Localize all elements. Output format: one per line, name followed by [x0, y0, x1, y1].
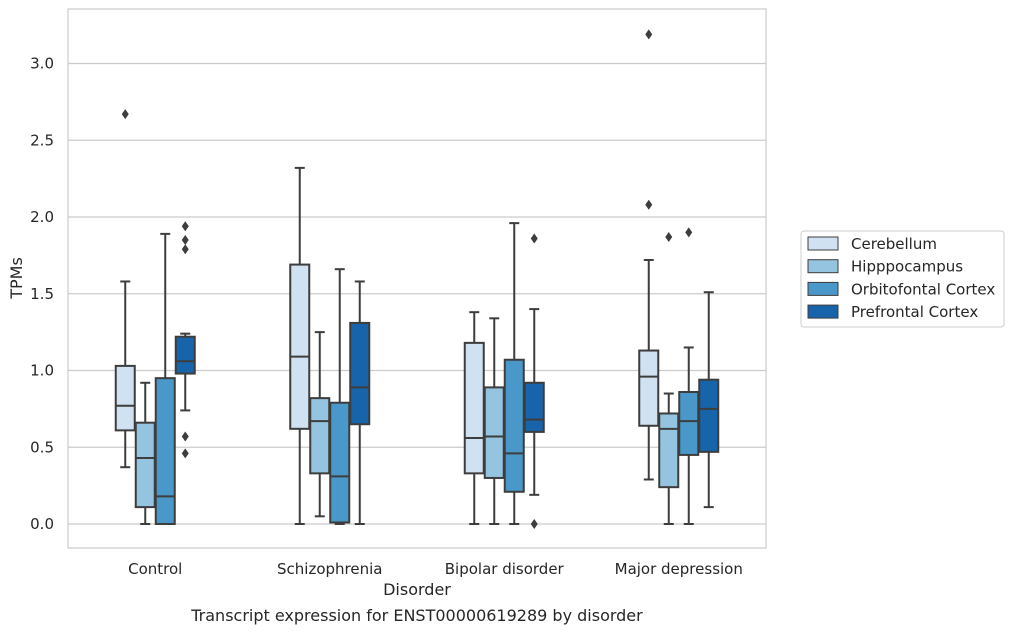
box — [309, 397, 331, 475]
box — [463, 341, 485, 475]
legend-swatch — [807, 259, 839, 274]
box-group — [483, 317, 505, 525]
x-tick-label: Schizophrenia — [277, 560, 382, 578]
legend: Cerebellum Hipppocampus Orbitofontal Corte… — [800, 230, 1005, 328]
x-axis-title: Disorder — [383, 580, 451, 599]
box — [523, 381, 545, 433]
x-tick-label: Major depression — [615, 560, 743, 578]
x-axis-ticks: Control Schizophrenia Bipolar disorder Majo… — [128, 560, 743, 578]
box-plot-area — [114, 29, 720, 529]
box — [134, 421, 156, 509]
outlier-point — [181, 235, 189, 246]
box-group — [114, 109, 136, 469]
box — [289, 263, 311, 430]
box-group — [698, 291, 720, 509]
outlier-point — [121, 109, 129, 120]
x-tick-label: Control — [128, 560, 182, 578]
outlier-point — [181, 244, 189, 255]
box-group — [309, 331, 331, 518]
box-group — [678, 227, 700, 525]
box — [658, 412, 680, 489]
y-tick-label: 0.5 — [30, 438, 54, 456]
outlier-point — [645, 199, 653, 210]
y-tick-label: 3.0 — [30, 55, 54, 73]
figure-caption: Transcript expression for ENST0000061928… — [191, 606, 643, 625]
legend-label: Prefrontal Cortex — [851, 303, 978, 321]
box — [698, 378, 720, 453]
x-tick-label: Bipolar disorder — [445, 560, 565, 578]
y-axis-title: TPMs — [7, 257, 26, 300]
box — [154, 377, 176, 525]
outlier-point — [181, 221, 189, 232]
y-axis-ticks: 0.0 0.5 1.0 1.5 2.0 2.5 3.0 — [30, 55, 54, 534]
legend-swatch — [807, 236, 839, 251]
box-group — [658, 231, 680, 525]
box — [329, 401, 351, 524]
outlier-point — [530, 519, 538, 529]
plot-frame — [67, 8, 767, 549]
outlier-point — [181, 448, 189, 459]
outlier-point — [685, 227, 693, 238]
outlier-point — [645, 29, 653, 40]
box-group — [289, 166, 311, 525]
box-group — [349, 280, 371, 525]
box — [483, 386, 505, 479]
outlier-point — [530, 233, 538, 244]
legend-label: Cerebellum — [851, 235, 937, 253]
legend-frame — [800, 230, 1005, 328]
box — [503, 358, 525, 493]
outlier-point — [665, 231, 673, 242]
box-group — [134, 381, 156, 525]
box-group — [523, 233, 545, 529]
box-group — [329, 268, 351, 525]
outlier-point — [181, 431, 189, 442]
legend-swatch — [807, 281, 839, 296]
box-group — [463, 311, 485, 525]
box — [678, 390, 700, 456]
box-group — [154, 232, 176, 525]
box — [638, 349, 660, 427]
legend-swatch — [807, 304, 839, 319]
box — [349, 321, 371, 426]
box-group — [638, 29, 660, 481]
y-tick-label: 1.0 — [30, 362, 54, 380]
box-group — [174, 221, 196, 459]
y-tick-label: 2.5 — [30, 131, 54, 149]
legend-label: Hipppocampus — [851, 258, 963, 276]
box — [174, 335, 196, 375]
y-tick-label: 0.0 — [30, 515, 54, 533]
box-group — [503, 222, 525, 525]
legend-label: Orbitofontal Cortex — [851, 280, 995, 298]
y-tick-label: 1.5 — [30, 285, 54, 303]
y-tick-label: 2.0 — [30, 208, 54, 226]
box — [114, 364, 136, 432]
